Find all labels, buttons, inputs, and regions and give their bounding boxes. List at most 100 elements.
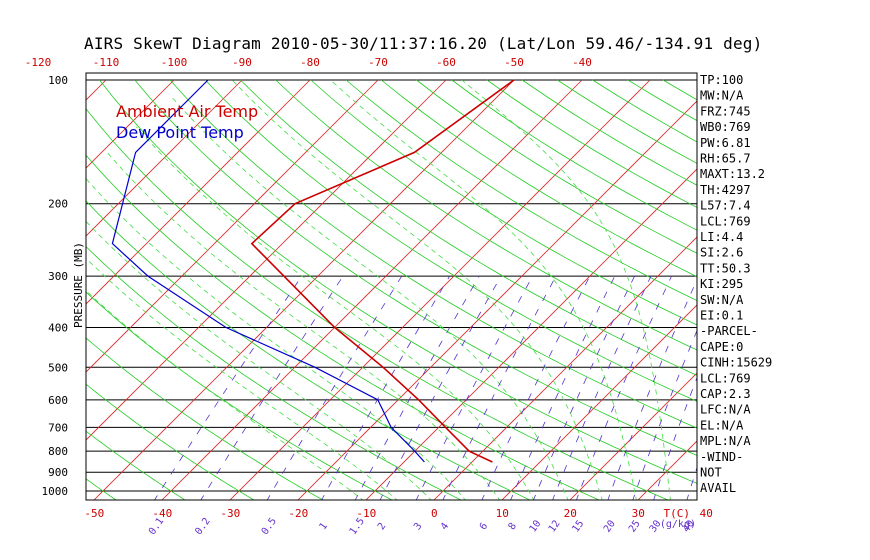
index-value: SW:N/A [700, 293, 744, 307]
isotherm-line [86, 79, 447, 441]
mixing-ratio-tick-label: 2 [376, 521, 388, 532]
moist-adiabat-line [461, 79, 671, 500]
y-axis-label: PRESSURE (MB) [72, 242, 85, 328]
bottom-temp-tick-label: -10 [356, 507, 376, 520]
bottom-temp-tick-label: 10 [496, 507, 509, 520]
legend-dew-point-temp: Dew Point Temp [116, 123, 244, 142]
moist-adiabat-line [106, 152, 501, 500]
index-value: TP:100 [700, 73, 743, 87]
moist-adiabat-line [231, 79, 603, 500]
index-value: AVAIL [700, 481, 736, 495]
pressure-tick-label: 500 [48, 361, 68, 374]
index-value: -WIND- [700, 450, 743, 464]
index-value: MPL:N/A [700, 434, 751, 448]
mixing-ratio-tick-label: 6 [478, 521, 490, 532]
mixing-ratio-tick-label: 1 [318, 521, 330, 532]
index-value: EL:N/A [700, 418, 744, 432]
index-value: MAXT:13.2 [700, 167, 765, 181]
dry-adiabat-line [86, 154, 600, 500]
top-temp-tick-label: -100 [161, 56, 188, 69]
isotherm-line [161, 79, 583, 500]
dry-adiabat-line [0, 80, 49, 501]
moist-adiabat-line [86, 257, 398, 500]
mixing-ratio-line [632, 329, 697, 500]
dry-adiabat-line [310, 79, 697, 326]
mixing-ratio-tick-label: 4 [439, 521, 451, 532]
dry-adiabat-line [381, 79, 697, 278]
dry-adiabat-line [521, 79, 697, 186]
bottom-temp-tick-label: 20 [564, 507, 577, 520]
isotherm-line [0, 80, 38, 501]
pressure-tick-label: 800 [48, 445, 68, 458]
index-value: CAPE:0 [700, 340, 743, 354]
isotherm-line [569, 372, 697, 500]
pressure-tick-label: 200 [48, 198, 68, 211]
top-temp-tick-label: -40 [572, 56, 592, 69]
chart-title: AIRS SkewT Diagram 2010-05-30/11:37:16.2… [84, 34, 763, 53]
isotherm-line [297, 100, 697, 500]
mixing-ratio-tick-label: 0.2 [193, 516, 212, 537]
dry-adiabat-line [769, 80, 870, 501]
bottom-temp-tick-label: -20 [288, 507, 308, 520]
mixing-ratio-tick-label: 12 [547, 518, 563, 534]
top-temp-tick-label: -120 [25, 56, 52, 69]
dry-adiabat-line [275, 79, 697, 351]
dry-adiabat-line [86, 430, 186, 500]
dry-adiabat-line [99, 79, 697, 484]
index-value: TH:4297 [700, 183, 751, 197]
index-value: LCL:769 [700, 214, 751, 228]
dry-adiabat-line [204, 79, 697, 402]
isotherm-line [93, 79, 515, 500]
isotherm-line [229, 79, 651, 500]
mixing-ratio-line [533, 275, 635, 500]
mixing-ratio-line [415, 275, 534, 500]
bottom-temp-tick-label: -40 [152, 507, 172, 520]
mixing-ratio-line [266, 275, 403, 500]
dry-adiabat-line [734, 80, 870, 501]
isotherm-line [86, 79, 311, 305]
dry-adiabat-line [839, 80, 870, 501]
index-value: -PARCEL- [700, 324, 758, 338]
top-temp-tick-label: -50 [504, 56, 524, 69]
index-value: KI:295 [700, 277, 743, 291]
index-value: L57:7.4 [700, 199, 751, 213]
index-value: RH:65.7 [700, 152, 751, 166]
mixing-ratio-line [607, 278, 697, 500]
bottom-temp-tick-label: 30 [632, 507, 645, 520]
plot-frame [85, 72, 698, 501]
bottom-temp-tick-label: -50 [84, 507, 104, 520]
index-value: SI:2.6 [700, 246, 743, 260]
mixing-ratio-tick-label: 25 [627, 518, 643, 534]
mixing-ratio-line [576, 275, 672, 500]
pressure-tick-label: 700 [48, 421, 68, 434]
dry-adiabat-line [486, 79, 697, 208]
moist-adiabat-line [86, 220, 432, 500]
dry-adiabat-line [86, 245, 462, 500]
index-value: MW:N/A [700, 89, 744, 103]
top-temp-tick-label: -60 [436, 56, 456, 69]
index-value: CAP:2.3 [700, 387, 751, 401]
isotherm-line [433, 236, 697, 500]
mixing-ratio-line [154, 275, 303, 500]
dry-adiabat-line [416, 79, 697, 254]
isotherm-line [86, 79, 243, 237]
isotherm-line [637, 440, 697, 500]
dry-adiabat-line [662, 79, 697, 101]
mixing-ratio-tick-label: 20 [602, 518, 618, 534]
index-value: LI:4.4 [700, 230, 743, 244]
dry-adiabat-line [86, 478, 117, 500]
mixing-ratio-line [442, 275, 557, 500]
isotherm-line [773, 80, 870, 501]
dry-adiabat-line [240, 79, 697, 376]
pressure-tick-label: 1000 [42, 485, 69, 498]
isotherm-line [365, 168, 697, 500]
top-temp-tick-label: -90 [232, 56, 252, 69]
dry-adiabat-line [86, 291, 393, 500]
moist-adiabat-line [136, 126, 535, 500]
pressure-tick-label: 600 [48, 394, 68, 407]
top-temp-tick-label: -70 [368, 56, 388, 69]
mixing-ratio-tick-label: 0.5 [260, 516, 279, 537]
moist-adiabat-line [171, 96, 569, 500]
pressure-tick-label: 900 [48, 466, 68, 479]
